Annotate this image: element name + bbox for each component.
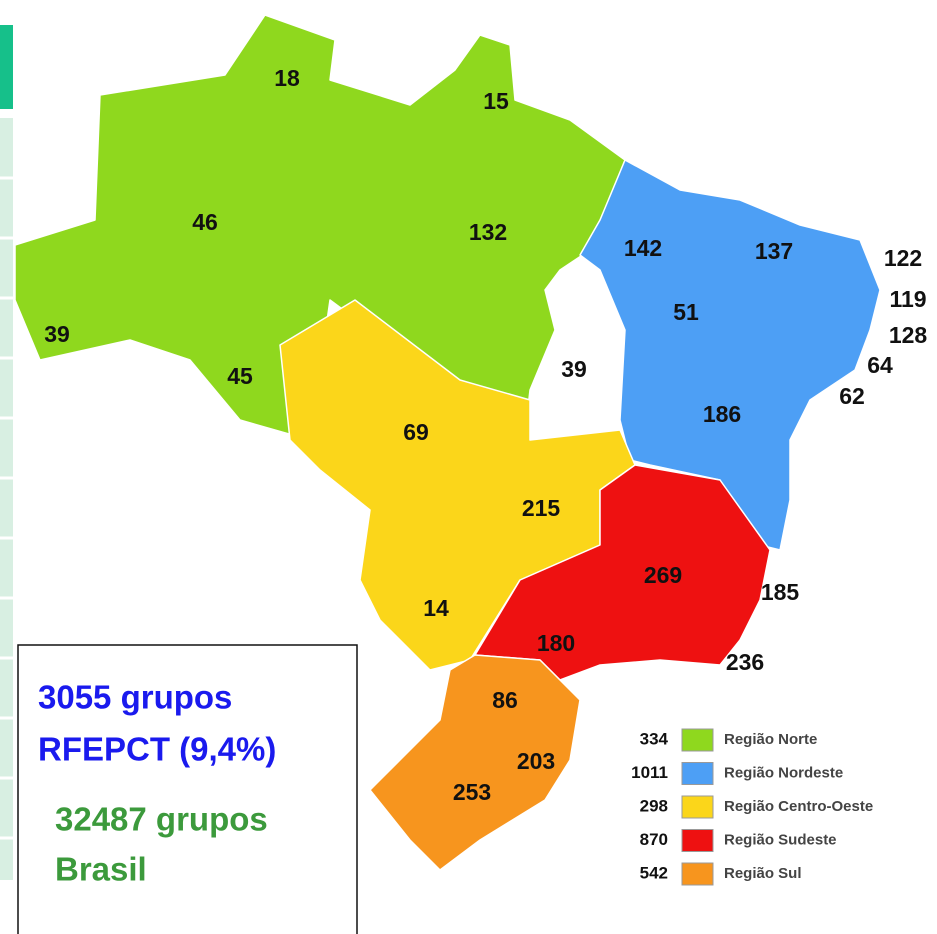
legend-swatch — [681, 762, 714, 785]
legend: 334 Região Norte 1011 Região Nordeste 298 Reg… — [631, 728, 873, 886]
table-column — [0, 118, 13, 880]
legend-count: 298 — [640, 796, 668, 815]
state-count: 86 — [492, 687, 518, 713]
legend-label: Região Sul — [724, 865, 802, 882]
state-count: 45 — [227, 363, 253, 389]
region-sul — [369, 654, 581, 871]
legend-count: 542 — [640, 863, 668, 882]
info-frame — [17, 644, 358, 934]
legend-label: Região Norte — [724, 731, 817, 748]
legend-label: Região Centro-Oeste — [724, 798, 873, 815]
region-norte — [14, 14, 626, 441]
state-count: 180 — [537, 630, 575, 656]
state-count: 51 — [673, 299, 699, 325]
state-count: 185 — [761, 579, 800, 605]
state-count: 18 — [274, 65, 300, 91]
state-count: 39 — [44, 321, 70, 347]
legend-count: 1011 — [631, 763, 668, 782]
state-count: 64 — [867, 352, 893, 378]
state-count: 15 — [483, 88, 509, 114]
state-count: 236 — [726, 649, 764, 675]
state-count: 132 — [469, 219, 507, 245]
state-count: 186 — [703, 401, 741, 427]
rfepct-count: 3055 grupos — [38, 679, 232, 716]
state-count: 203 — [517, 748, 555, 774]
state-labels: 18 15 46 132 142 137 122 119 51 128 39 6… — [44, 65, 927, 805]
state-count: 128 — [889, 322, 928, 348]
state-count: 269 — [644, 562, 682, 588]
state-count: 14 — [423, 595, 449, 621]
legend-swatch — [681, 795, 714, 819]
brazil-map — [14, 14, 881, 871]
legend-count: 334 — [640, 729, 669, 748]
state-count: 122 — [884, 245, 922, 271]
state-count: 39 — [561, 356, 587, 382]
state-count: 46 — [192, 209, 218, 235]
legend-label: Região Sudeste — [724, 831, 837, 848]
state-count: 253 — [453, 779, 491, 805]
legend-swatch — [681, 728, 714, 752]
rfepct-share: RFEPCT (9,4%) — [38, 731, 276, 768]
state-count: 137 — [755, 238, 793, 264]
legend-label: Região Nordeste — [724, 764, 843, 781]
state-count: 215 — [522, 495, 561, 521]
region-nordeste — [579, 159, 881, 551]
state-count: 69 — [403, 419, 429, 445]
legend-count: 870 — [640, 830, 668, 849]
side-table — [0, 25, 13, 880]
brasil-count: 32487 grupos — [55, 801, 268, 838]
state-count: 142 — [624, 235, 662, 261]
state-count: 119 — [889, 286, 926, 312]
info-box: 3055 grupos RFEPCT (9,4%) 32487 grupos B… — [17, 644, 358, 934]
legend-swatch — [681, 862, 714, 886]
table-row-lines — [0, 176, 13, 840]
legend-swatch — [681, 829, 714, 852]
region-sudeste — [474, 464, 771, 681]
table-header — [0, 25, 13, 109]
brasil-label: Brasil — [55, 851, 147, 888]
state-count: 62 — [839, 383, 865, 409]
